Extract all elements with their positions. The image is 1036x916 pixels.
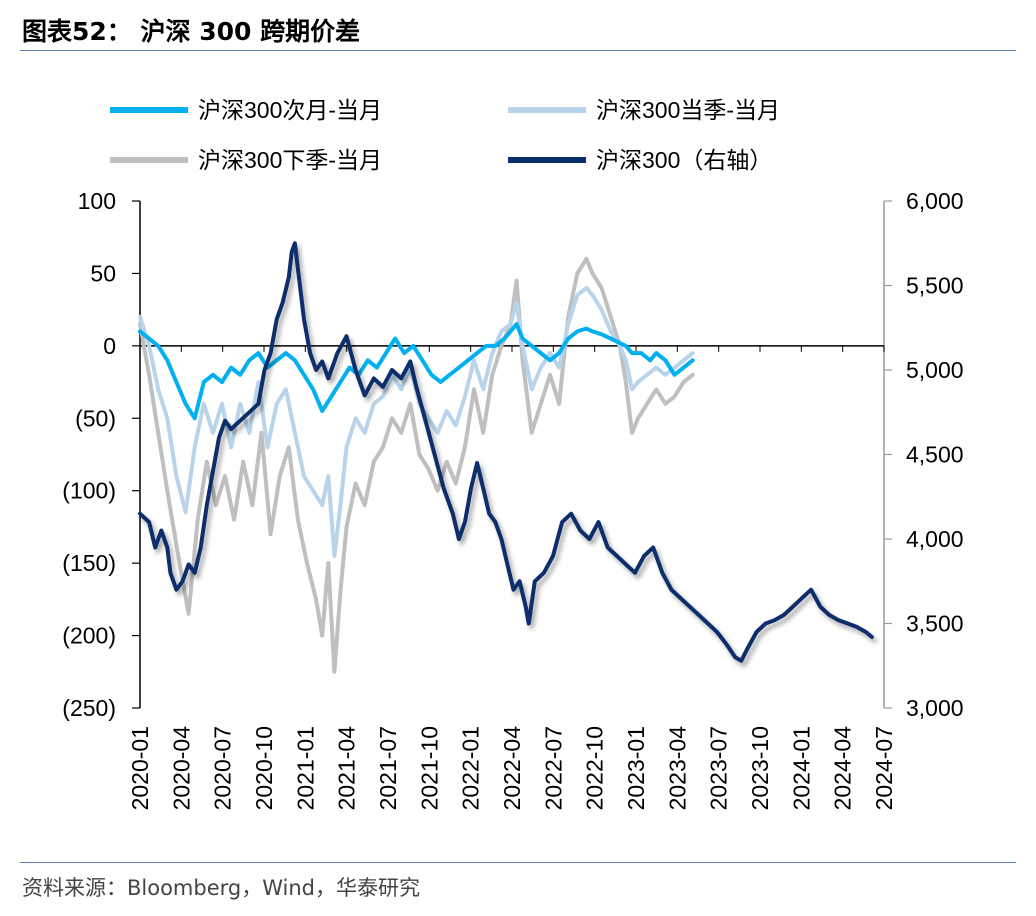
y-right-tick-label: 6,000 — [906, 188, 964, 214]
series-line — [138, 256, 695, 674]
y-right-tick-label: 3,000 — [906, 695, 964, 721]
x-tick-label: 2020-10 — [251, 726, 277, 810]
y-right-tick-label: 4,000 — [906, 526, 964, 552]
y-left-tick-label: (250) — [62, 695, 116, 721]
y-left-tick-label: (200) — [62, 623, 116, 649]
x-tick-label: 2021-10 — [416, 726, 442, 810]
y-left-tick-label: 0 — [103, 333, 116, 359]
x-tick-label: 2020-04 — [168, 726, 194, 811]
x-tick-label: 2021-07 — [375, 726, 401, 810]
x-tick-label: 2022-01 — [458, 726, 484, 810]
title-divider — [20, 50, 1016, 51]
y-left-tick-label: (150) — [62, 550, 116, 576]
x-tick-label: 2021-04 — [334, 726, 360, 811]
series-line — [138, 241, 874, 663]
y-left-tick-label: 100 — [78, 188, 116, 214]
x-tick-label: 2022-07 — [540, 726, 566, 810]
x-tick-label: 2023-07 — [706, 726, 732, 810]
y-right-tick-label: 4,500 — [906, 442, 964, 468]
y-right-tick-label: 5,500 — [906, 273, 964, 299]
x-tick-label: 2024-01 — [788, 726, 814, 810]
y-left-tick-label: 50 — [90, 260, 116, 286]
y-right-tick-label: 3,500 — [906, 611, 964, 637]
y-left-tick-label: (50) — [75, 405, 116, 431]
x-tick-label: 2023-01 — [623, 726, 649, 810]
chart-title: 图表52： 沪深 300 跨期价差 — [22, 17, 361, 46]
x-tick-label: 2023-04 — [664, 726, 690, 811]
series-line — [138, 322, 695, 421]
legend-label: 沪深300下季-当月 — [198, 147, 382, 173]
legend-label: 沪深300次月-当月 — [198, 97, 382, 123]
x-tick-label: 2024-07 — [871, 726, 897, 810]
legend-label: 沪深300当季-当月 — [596, 97, 780, 123]
legend-label: 沪深300（右轴） — [596, 147, 772, 173]
x-tick-label: 2020-07 — [210, 726, 236, 810]
x-tick-label: 2021-01 — [292, 726, 318, 810]
x-tick-label: 2022-04 — [499, 726, 525, 811]
x-tick-label: 2020-01 — [127, 726, 153, 810]
y-left-tick-label: (100) — [62, 478, 116, 504]
x-tick-label: 2023-10 — [747, 726, 773, 810]
x-tick-label: 2022-10 — [582, 726, 608, 810]
y-right-tick-label: 5,000 — [906, 357, 964, 383]
source-divider — [20, 862, 1016, 863]
x-tick-label: 2024-04 — [830, 726, 856, 811]
source-note: 资料来源：Bloomberg，Wind，华泰研究 — [22, 876, 421, 900]
